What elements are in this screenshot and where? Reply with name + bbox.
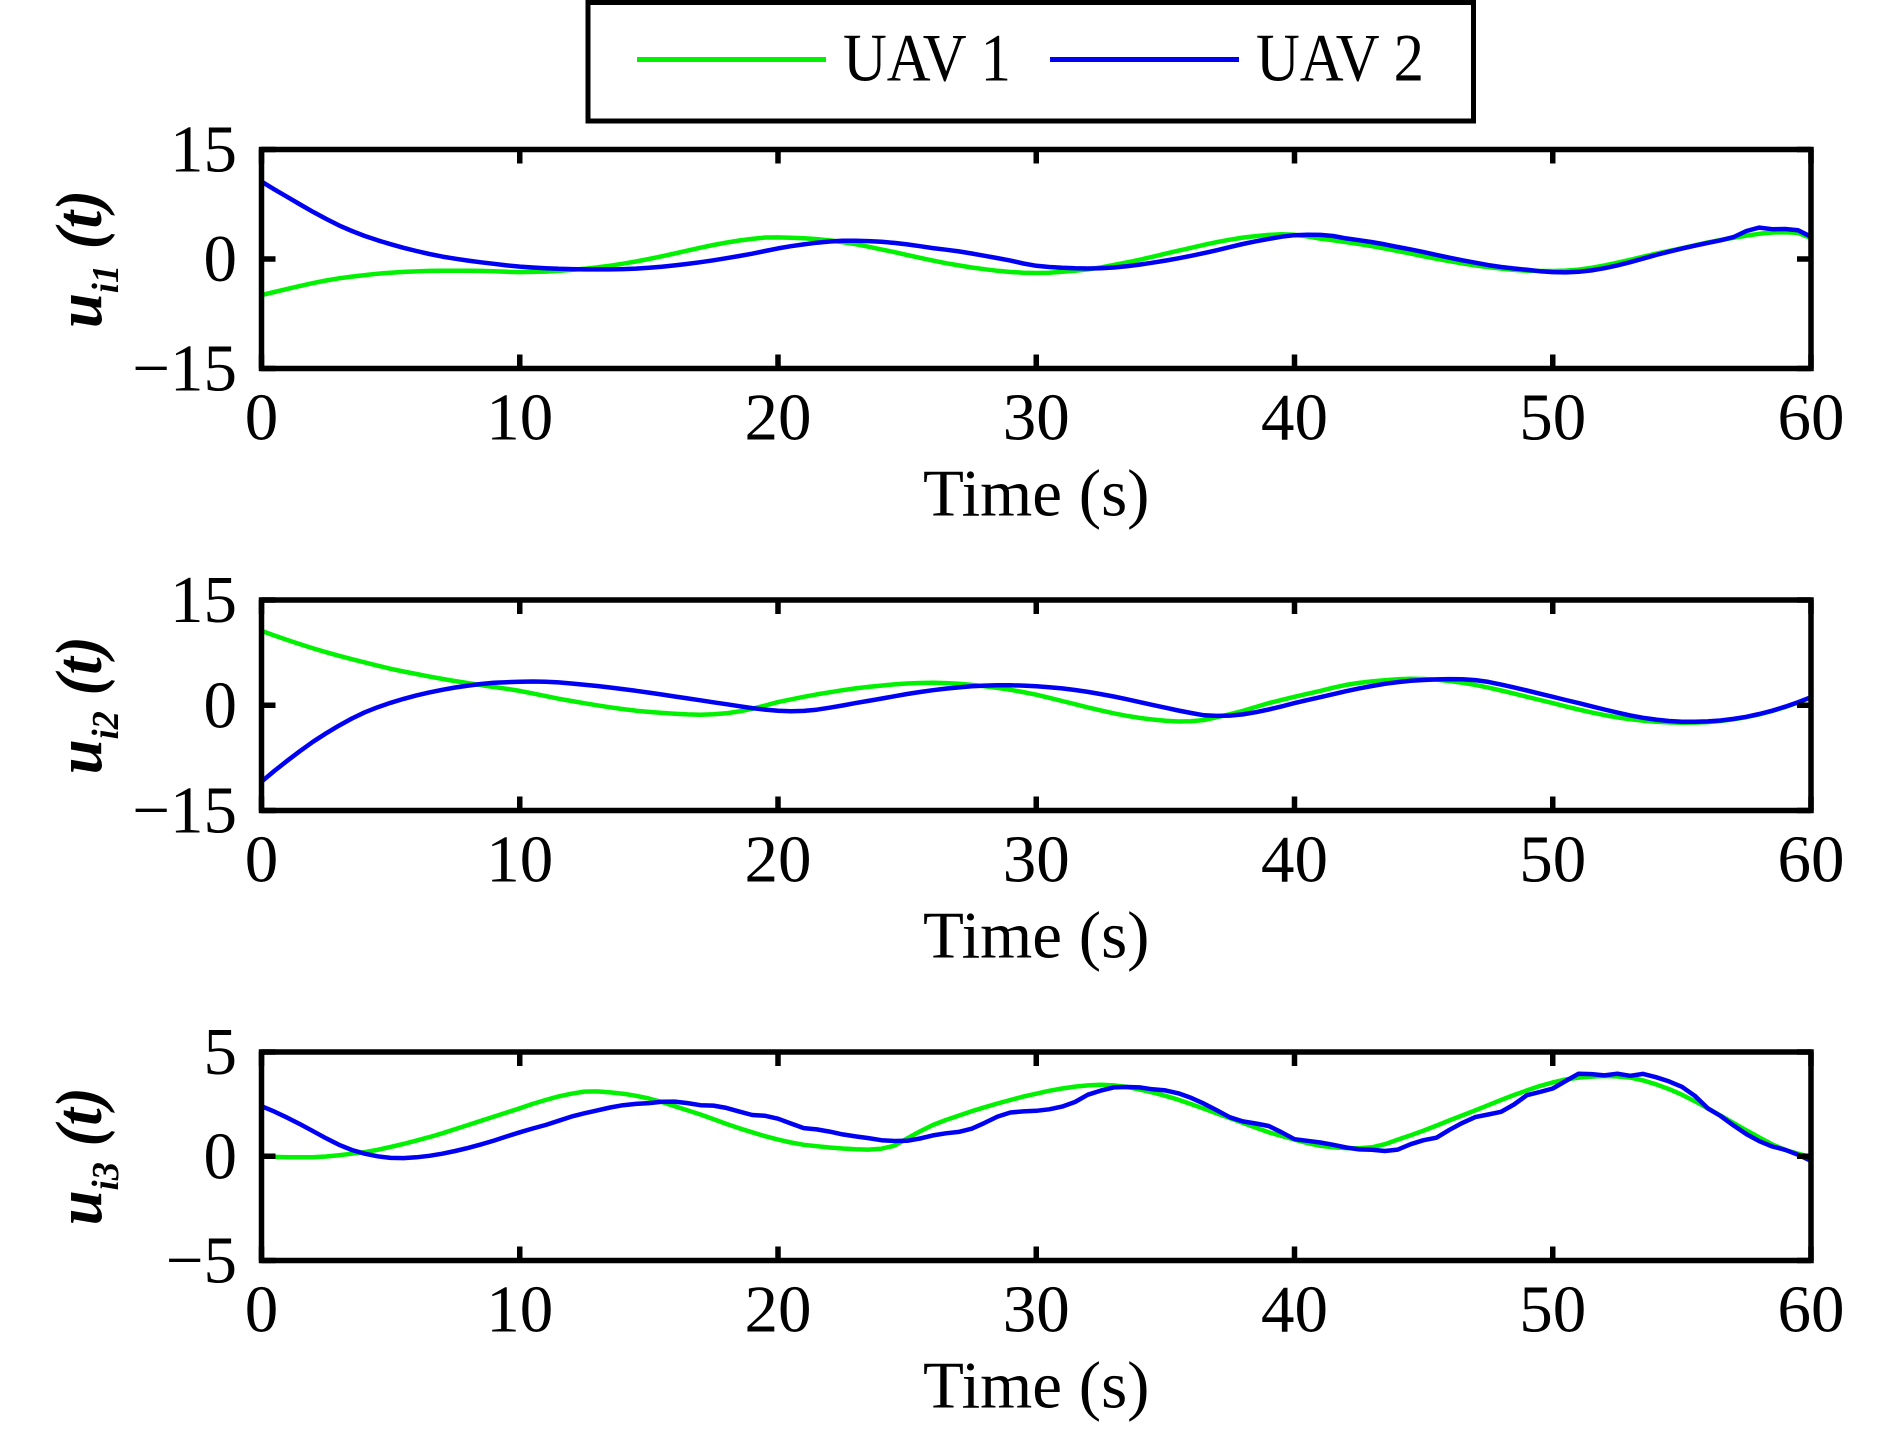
- ytick-label-u_i2: 0: [204, 668, 238, 742]
- ytick-label-u_i1: 15: [170, 113, 237, 187]
- xtick-label-u_i2: 20: [745, 823, 812, 897]
- xtick-label-u_i3: 40: [1261, 1273, 1328, 1347]
- ytick-label-u_i3: 0: [204, 1119, 238, 1193]
- ylabel-u_i1: ui1 (t): [43, 190, 127, 328]
- ylabel-units: (t): [43, 1087, 116, 1162]
- curve-uav1-u_i3: [261, 1073, 1812, 1160]
- ylabel-base: u: [43, 739, 116, 774]
- xtick-label-u_i2: 50: [1519, 823, 1586, 897]
- xtick-label-u_i3: 60: [1778, 1273, 1845, 1347]
- xtick-label-u_i1: 50: [1519, 381, 1586, 455]
- ylabel-u_i3: ui3 (t): [43, 1087, 127, 1225]
- ylabel-units: (t): [43, 190, 116, 265]
- legend: UAV 1 UAV 2: [585, 0, 1476, 124]
- xlabel-u_i1: Time (s): [923, 457, 1150, 531]
- ylabel-units: (t): [43, 636, 116, 711]
- axes-frame-u_i3: [258, 1049, 1814, 1264]
- legend-label-uav2: UAV 2: [1256, 20, 1424, 96]
- xtick-label-u_i3: 50: [1519, 1273, 1586, 1347]
- xtick-label-u_i2: 10: [486, 823, 553, 897]
- ytick-label-u_i1: 0: [204, 222, 238, 296]
- xtick-label-u_i1: 60: [1778, 381, 1845, 455]
- ytick-label-u_i2: −15: [132, 774, 237, 848]
- xtick-label-u_i3: 30: [1003, 1273, 1070, 1347]
- ytick-label-u_i2: 15: [170, 563, 237, 637]
- curve-uav2-u_i3: [260, 1071, 1812, 1163]
- curve-uav1-u_i2: [260, 628, 1812, 726]
- ylabel-subscript: i2: [85, 711, 127, 739]
- ylabel-subscript: i1: [85, 265, 127, 293]
- xtick-label-u_i2: 30: [1003, 823, 1070, 897]
- ticks-u_i2: [258, 597, 1814, 814]
- xtick-label-u_i2: 0: [245, 823, 279, 897]
- xtick-label-u_i1: 40: [1261, 381, 1328, 455]
- ytick-label-u_i3: 5: [204, 1015, 238, 1089]
- xtick-label-u_i1: 10: [486, 381, 553, 455]
- xtick-label-u_i1: 30: [1003, 381, 1070, 455]
- xtick-label-u_i3: 0: [245, 1273, 279, 1347]
- ytick-label-u_i1: −15: [132, 332, 237, 406]
- ylabel-base: u: [43, 293, 116, 328]
- xtick-label-u_i2: 60: [1778, 823, 1845, 897]
- ylabel-subscript: i3: [85, 1162, 127, 1190]
- xtick-label-u_i3: 20: [745, 1273, 812, 1347]
- ylabel-base: u: [43, 1190, 116, 1225]
- xtick-label-u_i2: 40: [1261, 823, 1328, 897]
- axes-frame-u_i1: [258, 146, 1814, 372]
- curve-uav2-u_i2: [260, 676, 1812, 784]
- ticks-u_i3: [258, 1049, 1814, 1264]
- ylabel-u_i2: ui2 (t): [43, 636, 127, 774]
- ticks-u_i1: [258, 146, 1814, 372]
- xlabel-u_i2: Time (s): [923, 899, 1150, 973]
- curve-uav2-u_i1: [260, 179, 1812, 275]
- xtick-label-u_i1: 20: [745, 381, 812, 455]
- legend-label-uav1: UAV 1: [843, 20, 1011, 96]
- ytick-label-u_i3: −5: [166, 1224, 237, 1298]
- xlabel-u_i3: Time (s): [923, 1349, 1150, 1423]
- xtick-label-u_i1: 0: [245, 381, 279, 455]
- xtick-label-u_i3: 10: [486, 1273, 553, 1347]
